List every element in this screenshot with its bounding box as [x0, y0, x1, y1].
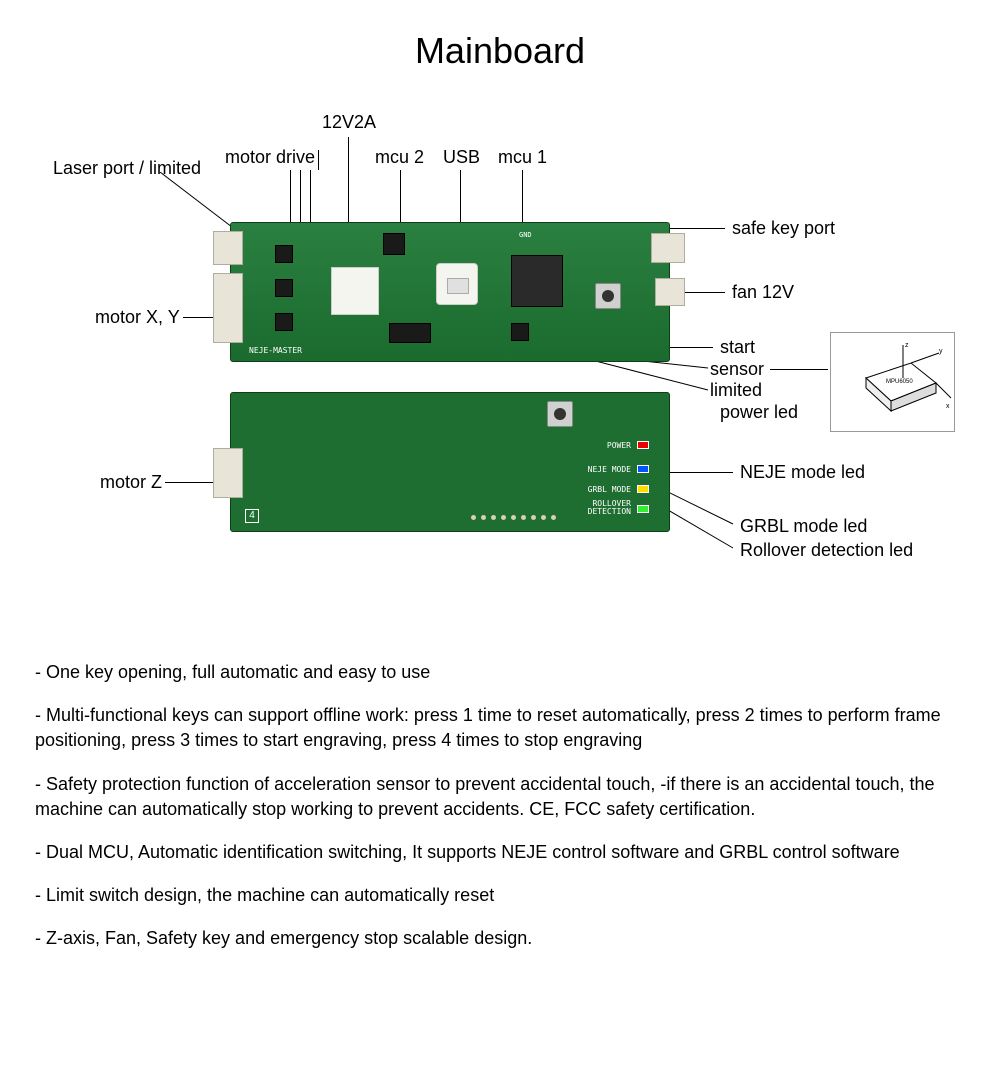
led-neje	[637, 465, 649, 473]
label-12v2a: 12V2A	[322, 112, 376, 133]
contact-dots	[471, 515, 556, 520]
leader-neje	[670, 472, 733, 473]
svg-text:y: y	[939, 348, 943, 355]
label-rollover-led: Rollover detection led	[740, 540, 913, 561]
chip-drive-1	[275, 245, 293, 263]
leader-12v2a	[348, 137, 349, 222]
silk-gnd: GND	[519, 231, 532, 239]
svg-text:z: z	[905, 342, 909, 349]
silk-grbl-mode: GRBL MODE	[551, 485, 631, 494]
chip-mcu2	[383, 233, 405, 255]
leader-motor-drive-3	[310, 170, 311, 228]
bullets-list: - One key opening, full automatic and ea…	[35, 660, 965, 970]
silk-power: POWER	[561, 441, 631, 450]
socket-usb	[436, 263, 478, 305]
bullet-2: - Safety protection function of accelera…	[35, 772, 965, 822]
leader-usb	[460, 170, 461, 230]
silk-num4: 4	[245, 509, 259, 523]
label-motor-z: motor Z	[100, 472, 162, 493]
label-mcu1: mcu 1	[498, 147, 547, 168]
connector-safe-key	[651, 233, 685, 263]
label-motor-xy: motor X, Y	[95, 307, 180, 328]
leader-sensor	[770, 369, 828, 370]
bullet-5: - Z-axis, Fan, Safety key and emergency …	[35, 926, 965, 951]
leader-motor-drive-v	[318, 150, 319, 170]
bullet-0: - One key opening, full automatic and ea…	[35, 660, 965, 685]
chip-drive-2	[275, 279, 293, 297]
label-grbl-led: GRBL mode led	[740, 516, 867, 537]
label-mcu2: mcu 2	[375, 147, 424, 168]
silk-neje-master: NEJE-MASTER	[249, 346, 302, 355]
leader-motor-drive-2	[300, 170, 301, 228]
leader-motor-drive-1	[290, 170, 291, 228]
connector-motor-z	[213, 448, 243, 498]
leader-mcu2	[400, 170, 401, 226]
led-rollover	[637, 505, 649, 513]
chip-mcu1	[511, 255, 563, 307]
button-start	[595, 283, 621, 309]
label-safe-key: safe key port	[732, 218, 835, 239]
label-start: start	[720, 337, 755, 358]
label-neje-led: NEJE mode led	[740, 462, 865, 483]
led-grbl	[637, 485, 649, 493]
pcb-top-board: NEJE-MASTER GND	[230, 222, 670, 362]
connector-motor-xy	[213, 273, 243, 343]
page-title: Mainboard	[0, 0, 1000, 92]
block-12v	[331, 267, 379, 315]
leader-rollover	[668, 510, 740, 552]
led-power	[637, 441, 649, 449]
chip-misc-2	[511, 323, 529, 341]
silk-rollover: ROLLOVER DETECTION	[551, 500, 631, 516]
label-power-led: power led	[720, 402, 798, 423]
svg-text:x: x	[946, 403, 950, 410]
connector-laser	[213, 231, 243, 265]
sensor-chip-text: MPU6050	[886, 379, 913, 385]
chip-drive-3	[275, 313, 293, 331]
connector-fan	[655, 278, 685, 306]
pcb-bottom-board: POWER NEJE MODE GRBL MODE ROLLOVER DETEC…	[230, 392, 670, 532]
bullet-1: - Multi-functional keys can support offl…	[35, 703, 965, 753]
bullet-4: - Limit switch design, the machine can a…	[35, 883, 965, 908]
label-usb: USB	[443, 147, 480, 168]
diagram-area: 12V2A motor drive mcu 2 USB mcu 1 Laser …	[0, 92, 1000, 662]
bullet-3: - Dual MCU, Automatic identification swi…	[35, 840, 965, 865]
label-fan: fan 12V	[732, 282, 794, 303]
leader-safe-key	[670, 228, 725, 229]
button-bottom-board	[547, 401, 573, 427]
silk-neje-mode: NEJE MODE	[551, 465, 631, 474]
chip-misc-1	[389, 323, 431, 343]
label-motor-drive: motor drive	[225, 147, 315, 168]
sensor-illustration: z y x MPU6050	[830, 332, 955, 432]
